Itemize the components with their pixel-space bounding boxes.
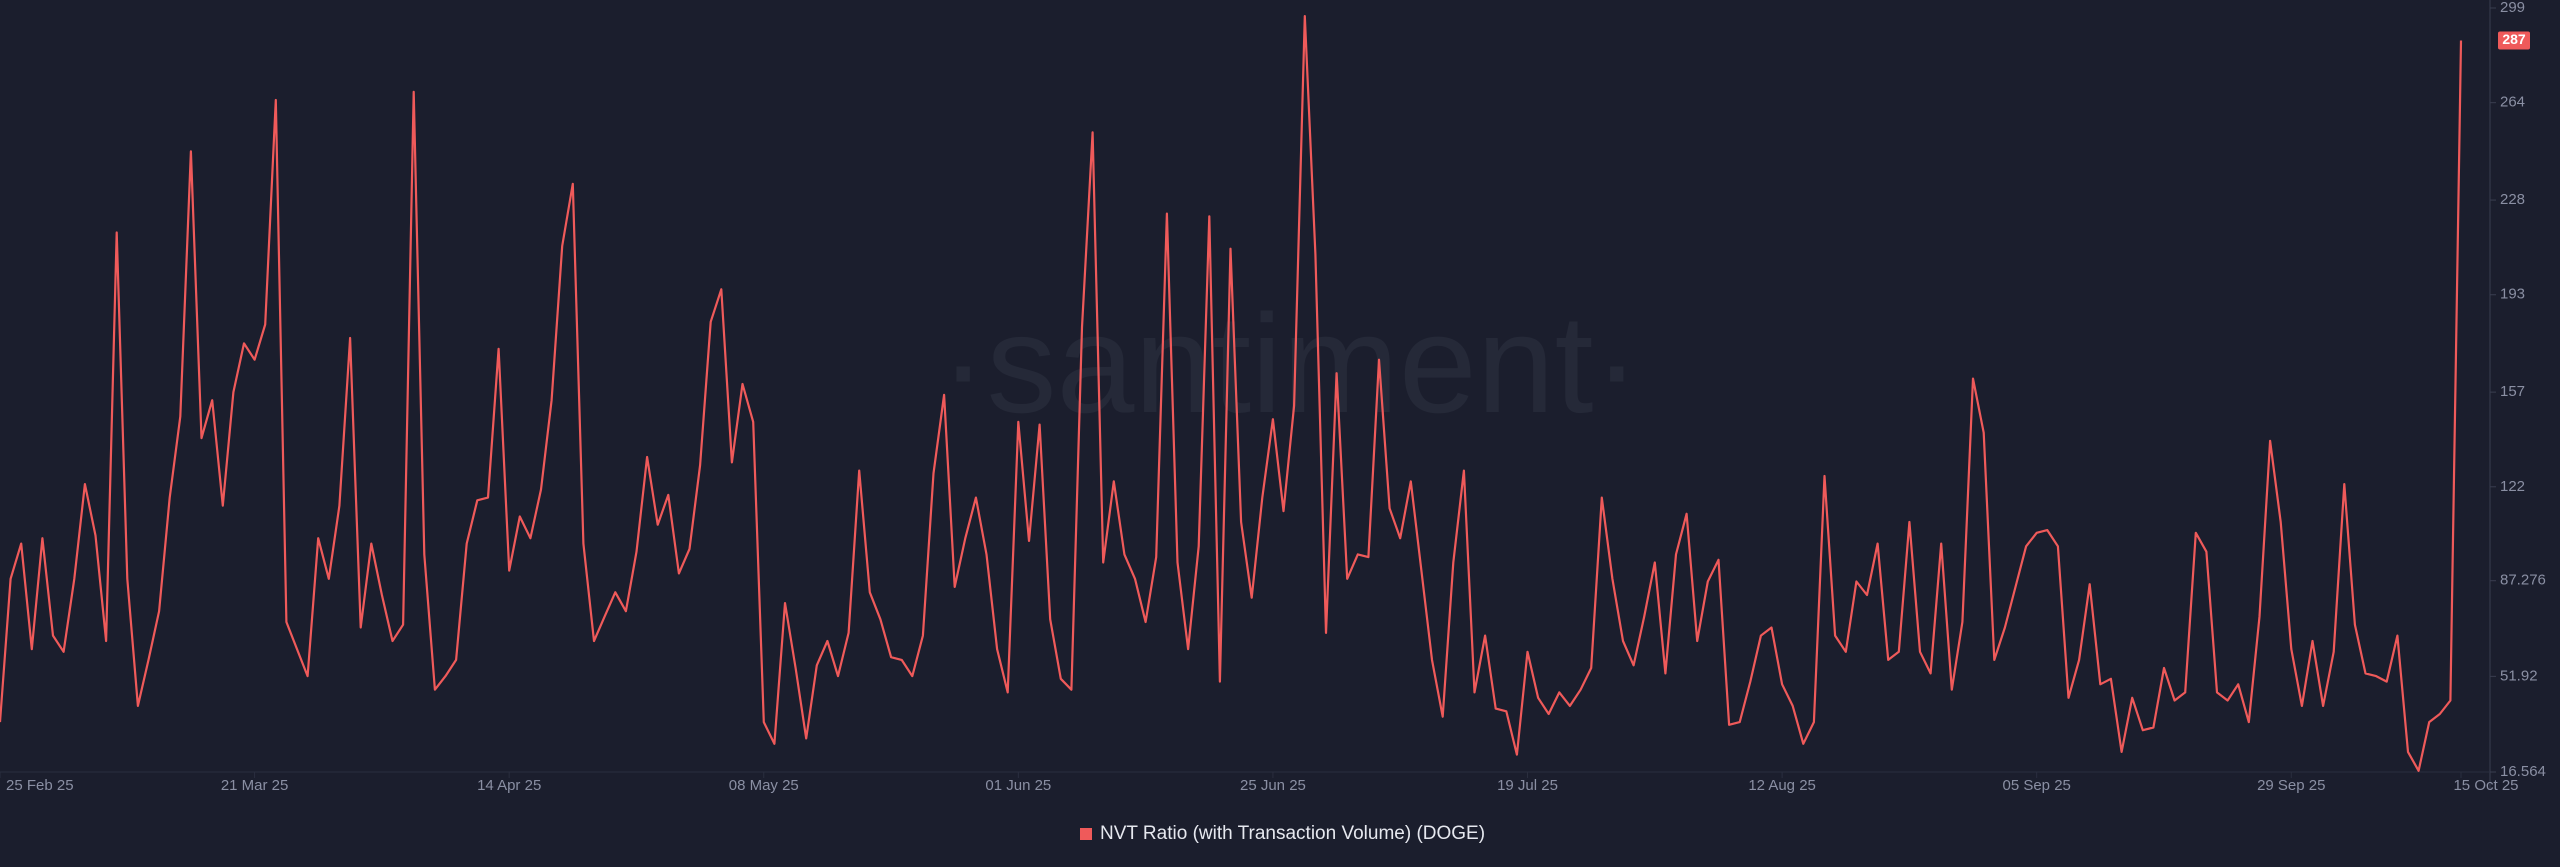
last-value-badge [2498,31,2530,50]
y-tick-label: 87.276 [2500,572,2546,589]
y-tick-label: 193 [2500,286,2525,303]
x-tick-label: 01 Jun 25 [985,777,1051,794]
last-value-label: 287 [2502,31,2526,47]
y-tick-label: 122 [2500,478,2525,495]
x-tick-label: 14 Apr 25 [477,777,541,794]
x-tick-label: 08 May 25 [729,777,799,794]
y-tick-label: 16.564 [2500,763,2546,780]
x-tick-label: 25 Feb 25 [6,777,74,794]
y-tick-label: 51.92 [2500,667,2538,684]
x-tick-label: 29 Sep 25 [2257,777,2325,794]
x-tick-label: 15 Oct 25 [2453,777,2518,794]
x-tick-label: 05 Sep 25 [2002,777,2070,794]
x-tick-label: 19 Jul 25 [1497,777,1558,794]
y-tick-label: 264 [2500,94,2525,111]
series-line [0,15,2463,772]
y-tick-label: 299 [2500,0,2525,16]
y-tick-label: 157 [2500,383,2525,400]
legend-swatch [1080,828,1092,840]
x-tick-label: 25 Jun 25 [1240,777,1306,794]
y-tick-label: 228 [2500,191,2525,208]
watermark: ·santiment· [940,285,1640,442]
legend-label: NVT Ratio (with Transaction Volume) (DOG… [1100,823,1485,844]
x-tick-label: 21 Mar 25 [221,777,289,794]
x-tick-label: 12 Aug 25 [1748,777,1816,794]
